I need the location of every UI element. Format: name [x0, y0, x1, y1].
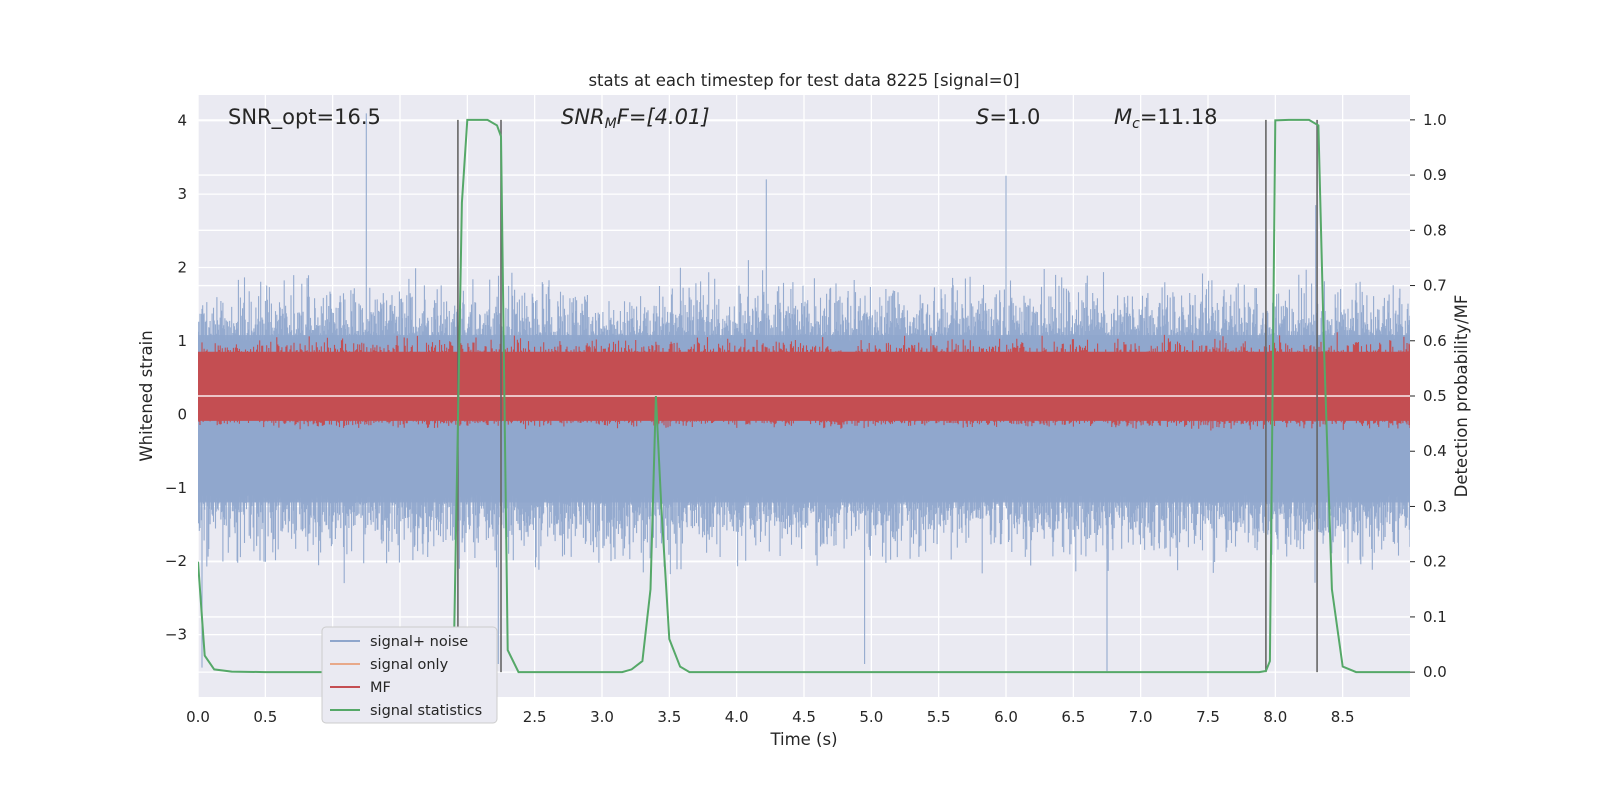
y-right-tick-label: 0.4 — [1423, 442, 1447, 460]
y-right-tick-label: 0.5 — [1423, 387, 1447, 405]
y-right-tick-label: 0.8 — [1423, 221, 1447, 239]
x-tick-label: 8.0 — [1263, 708, 1287, 726]
y-right-tick-label: 0.1 — [1423, 608, 1447, 626]
annotation-s: S=1.0 — [976, 105, 1040, 129]
x-tick-label: 2.5 — [523, 708, 547, 726]
legend-label-signal-only: signal only — [370, 657, 449, 673]
y-right-tick-labels: 1.0 0.9 0.8 0.7 0.6 0.5 0.4 0.3 0.2 0.1 0.0 — [1410, 111, 1447, 681]
x-tick-label: 5.5 — [927, 708, 951, 726]
legend-label-signal-statistics: signal statistics — [370, 703, 482, 719]
y-tick-label: 1 — [177, 332, 187, 350]
mf-trace — [198, 332, 1410, 431]
y-tick-label: 2 — [177, 259, 187, 277]
y-tick-label: 4 — [177, 112, 187, 130]
y-right-tick-label: 0.3 — [1423, 497, 1447, 515]
x-tick-label: 3.0 — [590, 708, 614, 726]
x-tick-label: 6.5 — [1061, 708, 1085, 726]
x-tick-label: 7.5 — [1196, 708, 1220, 726]
x-tick-label: 3.5 — [657, 708, 681, 726]
x-axis-label: Time (s) — [769, 730, 837, 749]
chart-title: stats at each timestep for test data 822… — [588, 71, 1019, 90]
x-tick-label: 0.5 — [253, 708, 277, 726]
annotation-mc: Mc=11.18 — [1114, 105, 1218, 132]
y-right-axis-label: Detection probability/MF — [1452, 295, 1471, 498]
series-mf — [198, 332, 1410, 431]
x-tick-label: 0.0 — [186, 708, 210, 726]
y-right-tick-label: 1.0 — [1423, 111, 1447, 129]
x-tick-label: 5.0 — [859, 708, 883, 726]
y-tick-label: 0 — [177, 405, 187, 423]
x-tick-label: 4.0 — [725, 708, 749, 726]
x-tick-label: 8.5 — [1331, 708, 1355, 726]
y-right-tick-label: 0.2 — [1423, 553, 1447, 571]
x-tick-label: 4.5 — [792, 708, 816, 726]
y-tick-label: −1 — [165, 479, 187, 497]
y-tick-labels: 4 3 2 1 0 −1 −2 −3 — [165, 112, 187, 644]
legend-label-mf: MF — [370, 680, 391, 696]
annotation-snr-opt: SNR_opt=16.5 — [228, 105, 381, 130]
y-right-tick-label: 0.6 — [1423, 332, 1447, 350]
y-right-tick-label: 0.7 — [1423, 277, 1447, 295]
x-tick-label: 6.0 — [994, 708, 1018, 726]
annotation-snr-mf: SNRMF=[4.01] — [561, 105, 710, 132]
y-axis-label: Whitened strain — [137, 330, 156, 461]
y-tick-label: −2 — [165, 552, 187, 570]
legend-box — [321, 626, 498, 724]
y-right-tick-label: 0.0 — [1423, 663, 1447, 681]
x-tick-label: 7.0 — [1129, 708, 1153, 726]
legend: signal+ noise signal only MF signal stat… — [321, 626, 498, 724]
y-tick-label: 3 — [177, 185, 187, 203]
legend-label-signal-noise: signal+ noise — [370, 634, 468, 650]
y-right-tick-label: 0.9 — [1423, 166, 1447, 184]
y-tick-label: −3 — [165, 626, 187, 644]
